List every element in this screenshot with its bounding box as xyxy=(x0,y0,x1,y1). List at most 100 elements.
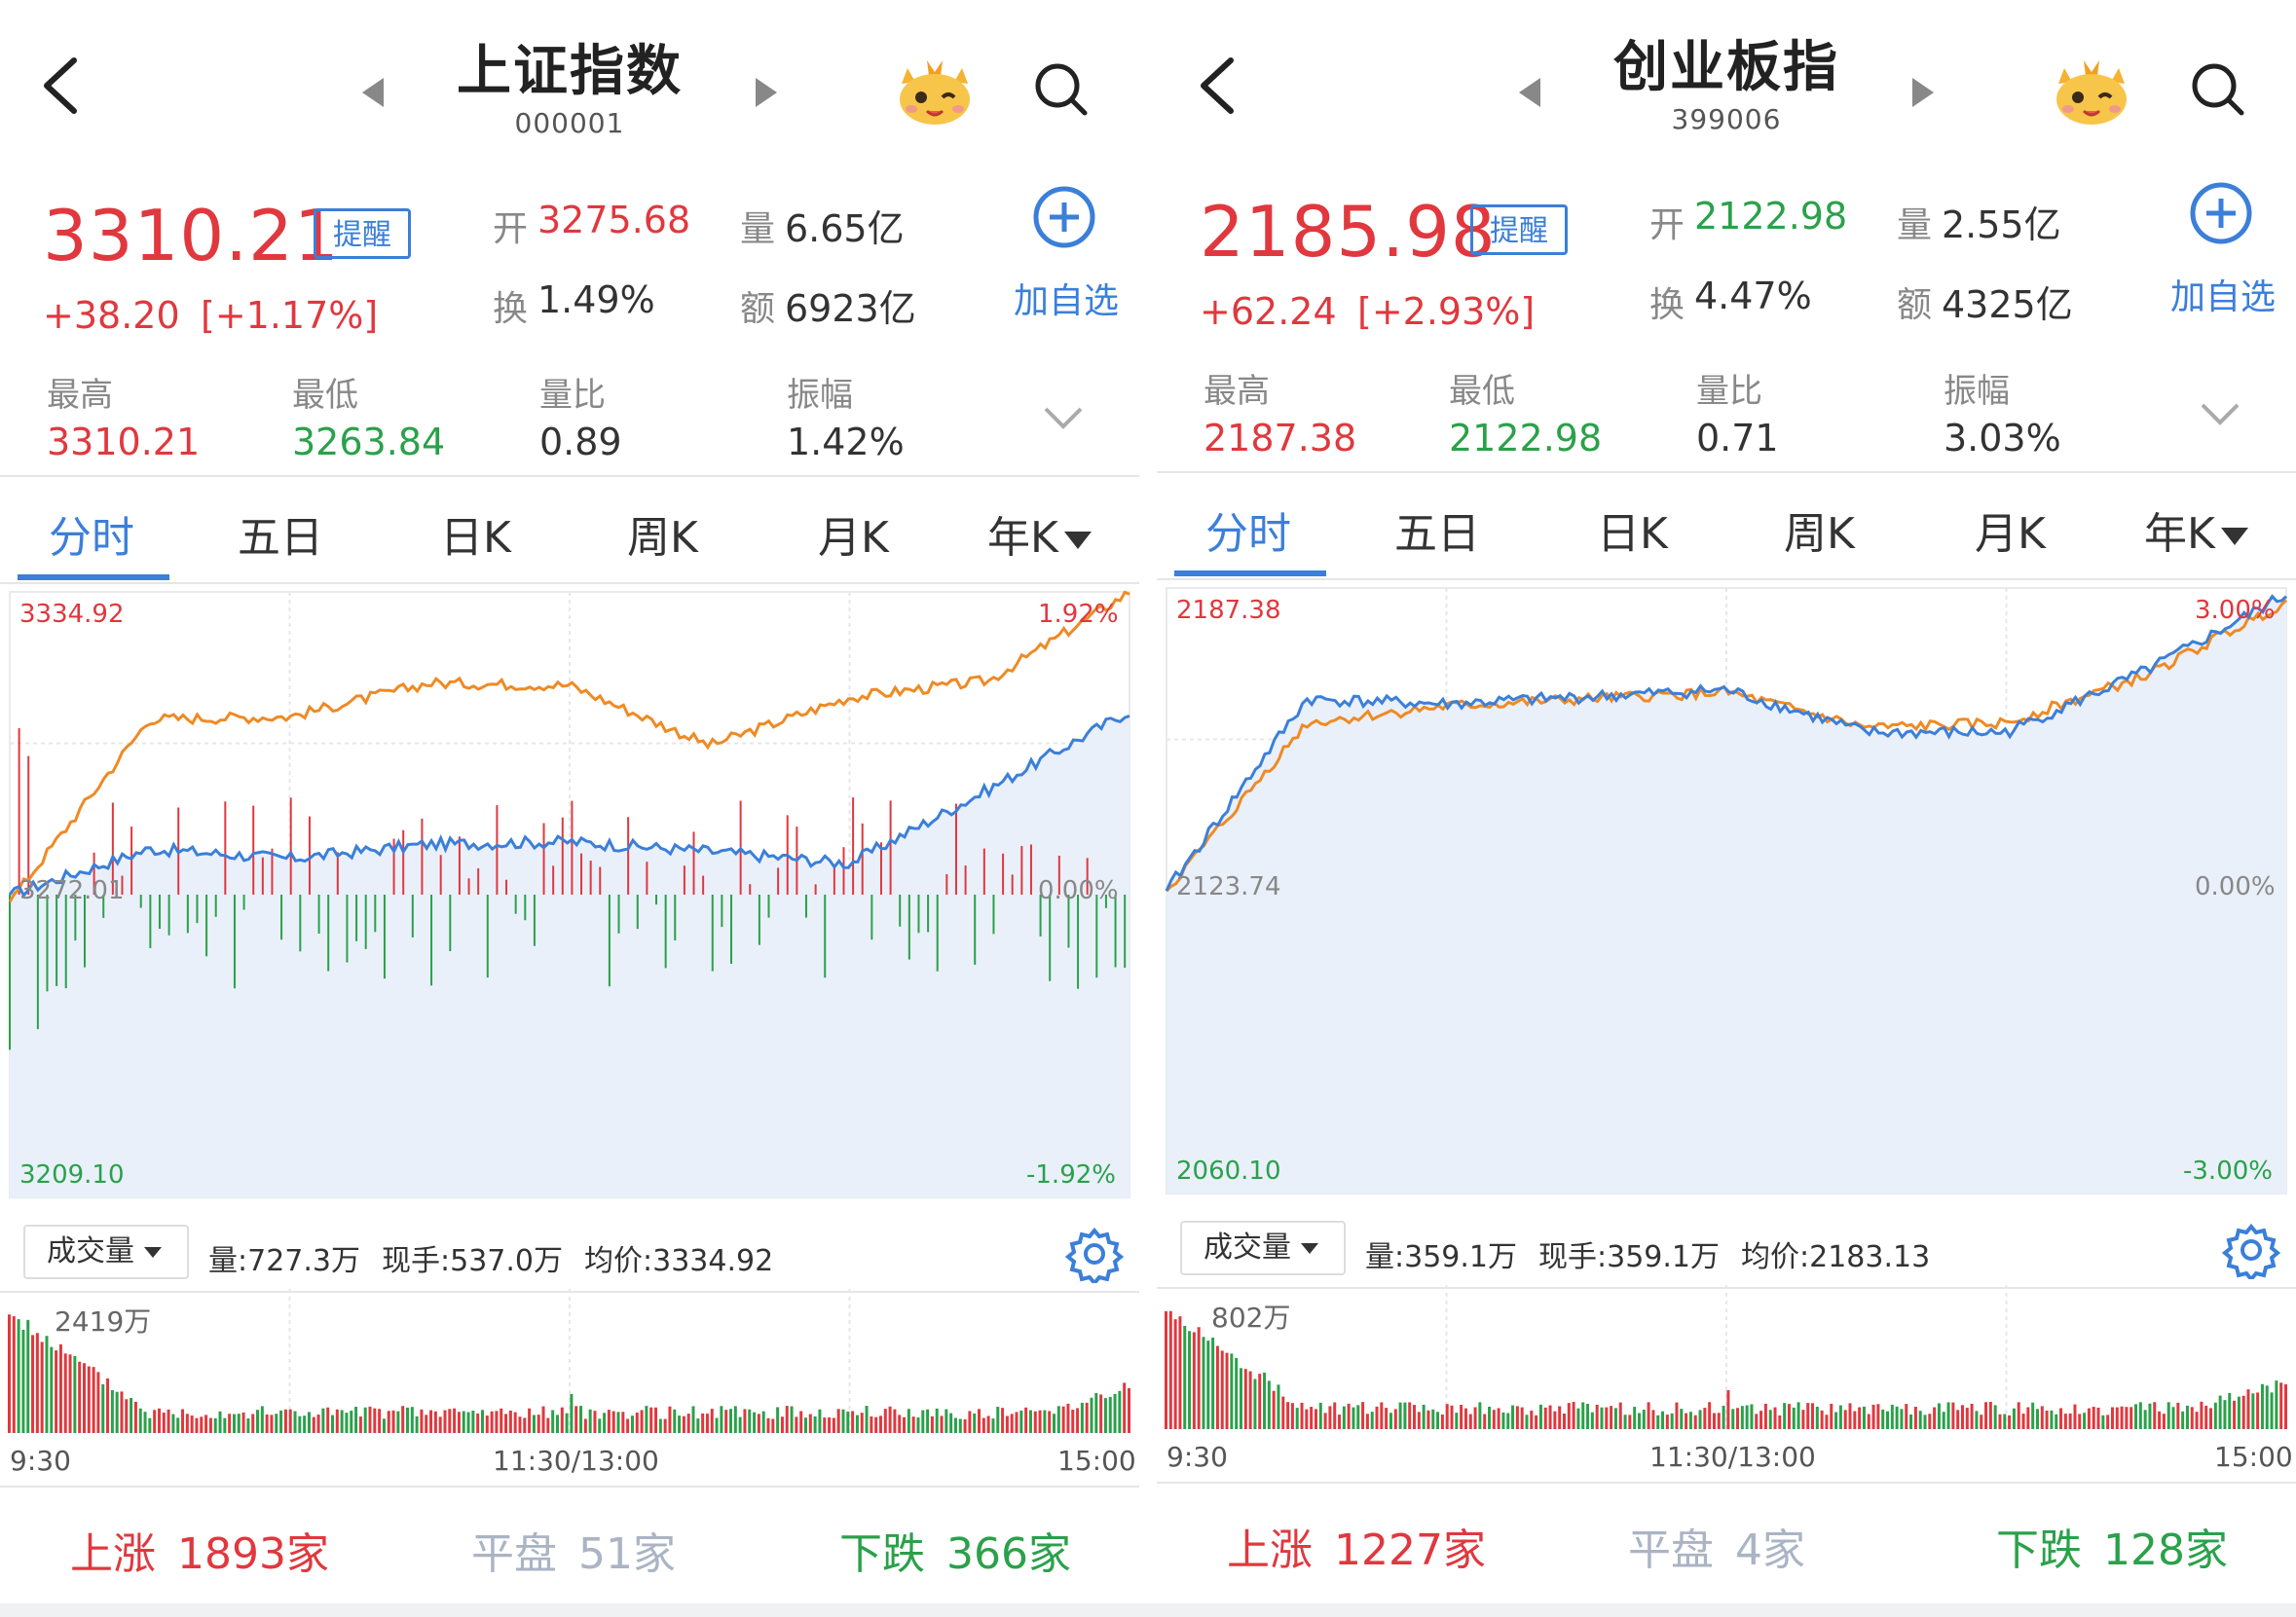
back-icon[interactable] xyxy=(39,56,86,115)
volume-bar xyxy=(1356,1405,1360,1429)
volume-bar xyxy=(546,1417,550,1433)
volume-bar xyxy=(738,1416,742,1433)
volume-bar xyxy=(1361,1402,1365,1429)
volume-bar xyxy=(1188,1331,1192,1429)
volume-bar xyxy=(748,1409,752,1433)
volume-bar xyxy=(2256,1392,2260,1429)
tab-weekly-k[interactable]: 周K xyxy=(1784,509,1855,559)
volume-bar xyxy=(1937,1403,1941,1429)
volume-bar xyxy=(396,1411,400,1433)
volume-bar xyxy=(1342,1406,1346,1429)
back-icon[interactable] xyxy=(1196,56,1242,115)
volume-bar xyxy=(1478,1402,1482,1429)
tab-five-day[interactable]: 五日 xyxy=(238,513,323,563)
volume-bar xyxy=(31,1335,35,1433)
axis-top-price: 2187.38 xyxy=(1176,596,1281,625)
unchanged: 平盘 4家 xyxy=(1628,1515,1805,1577)
volume-bar xyxy=(190,1415,194,1433)
prev-index-icon[interactable] xyxy=(1519,78,1540,107)
remind-button[interactable]: 提醒 xyxy=(1470,204,1568,255)
unchanged-count: 4家 xyxy=(1735,1525,1805,1575)
volume-bar xyxy=(1048,1411,1052,1433)
tab-five-day[interactable]: 五日 xyxy=(1394,509,1480,559)
volume-bar xyxy=(528,1408,532,1433)
tab-intraday[interactable]: 分时 xyxy=(49,513,134,563)
indicator-select[interactable]: 成交量 xyxy=(1180,1221,1346,1275)
search-icon[interactable] xyxy=(1032,60,1091,119)
volume-bar xyxy=(1323,1413,1327,1429)
volume-bar xyxy=(1717,1413,1721,1429)
intraday-chart[interactable] xyxy=(1157,578,2296,1211)
axis-top-price: 3334.92 xyxy=(19,600,125,629)
tab-intraday[interactable]: 分时 xyxy=(1205,509,1291,559)
volume-bar xyxy=(120,1391,124,1433)
high-label: 最高 xyxy=(1204,372,1270,411)
tab-yearly-k[interactable]: 年K xyxy=(987,502,1092,565)
volume-bar xyxy=(1010,1414,1014,1433)
volume-bar xyxy=(2260,1383,2264,1429)
volume-bar xyxy=(978,1409,981,1433)
chevron-down-icon[interactable] xyxy=(1042,403,1085,432)
volume-value: 2.55亿 xyxy=(1942,203,2061,246)
indicator-select[interactable]: 成交量 xyxy=(23,1225,189,1279)
volume-bar xyxy=(1998,1414,2002,1429)
volume-bar xyxy=(2050,1410,2054,1429)
advancers-count: 1893家 xyxy=(177,1529,329,1579)
chevron-down-icon[interactable] xyxy=(2199,399,2241,428)
volume-bar xyxy=(40,1341,44,1433)
volume-bar xyxy=(1206,1341,1210,1429)
tab-weekly-k[interactable]: 周K xyxy=(627,513,698,563)
volume-bar xyxy=(579,1406,583,1433)
open-label: 开 xyxy=(493,209,529,249)
mascot-icon[interactable] xyxy=(2051,56,2132,127)
volume-bar xyxy=(1567,1403,1571,1429)
volume-bar xyxy=(1043,1410,1047,1433)
volume-bar xyxy=(373,1408,377,1433)
tab-yearly-k[interactable]: 年K xyxy=(2144,498,2248,561)
volume-bar xyxy=(106,1378,110,1433)
volume-bar xyxy=(1305,1409,1309,1429)
add-watchlist-icon[interactable] xyxy=(2189,181,2253,245)
volume-bar xyxy=(354,1407,358,1433)
add-watchlist-button[interactable]: 加自选 xyxy=(2169,277,2276,317)
separator xyxy=(1157,471,2296,473)
volume-bar xyxy=(1965,1408,1969,1429)
time-open: 9:30 xyxy=(1167,1441,1228,1473)
tab-daily-k[interactable]: 日K xyxy=(440,513,511,563)
search-icon[interactable] xyxy=(2189,60,2247,119)
index-title: 上证指数 xyxy=(457,40,683,103)
gear-icon[interactable] xyxy=(2222,1221,2280,1279)
remind-button[interactable]: 提醒 xyxy=(314,208,411,259)
volume-bar xyxy=(630,1415,634,1433)
next-index-icon[interactable] xyxy=(1912,78,1934,107)
volume-bar xyxy=(1881,1409,1885,1429)
volume-bar xyxy=(504,1414,508,1433)
volume-bar xyxy=(1637,1413,1641,1429)
tab-monthly-k[interactable]: 月K xyxy=(1975,509,2046,559)
time-close: 15:00 xyxy=(2214,1441,2293,1473)
volume-bar xyxy=(21,1329,25,1433)
volume-bar xyxy=(270,1415,274,1433)
tab-daily-k[interactable]: 日K xyxy=(1597,509,1668,559)
next-index-icon[interactable] xyxy=(756,78,777,107)
add-watchlist-button[interactable]: 加自选 xyxy=(1013,281,1119,321)
volume-bar xyxy=(1562,1414,1566,1429)
prev-index-icon[interactable] xyxy=(362,78,384,107)
volume-bar xyxy=(1656,1415,1660,1429)
volume-bar xyxy=(668,1406,672,1433)
volume-bar xyxy=(2063,1414,2067,1429)
tab-monthly-k[interactable]: 月K xyxy=(818,513,889,563)
last-price: 3310.21 xyxy=(43,195,340,276)
volume-bar xyxy=(1094,1392,1098,1433)
volume-bar xyxy=(12,1316,16,1433)
volume-bar xyxy=(1413,1405,1417,1429)
volume-bar xyxy=(1501,1412,1505,1429)
advancers: 上涨 1227家 xyxy=(1227,1515,1486,1577)
add-watchlist-icon[interactable] xyxy=(1032,185,1096,249)
volume-bar xyxy=(453,1408,457,1433)
volume-bar xyxy=(1492,1410,1496,1429)
intraday-chart[interactable] xyxy=(0,582,1139,1215)
volume-bar xyxy=(1905,1404,1908,1429)
gear-icon[interactable] xyxy=(1065,1225,1124,1283)
mascot-icon[interactable] xyxy=(894,56,976,127)
